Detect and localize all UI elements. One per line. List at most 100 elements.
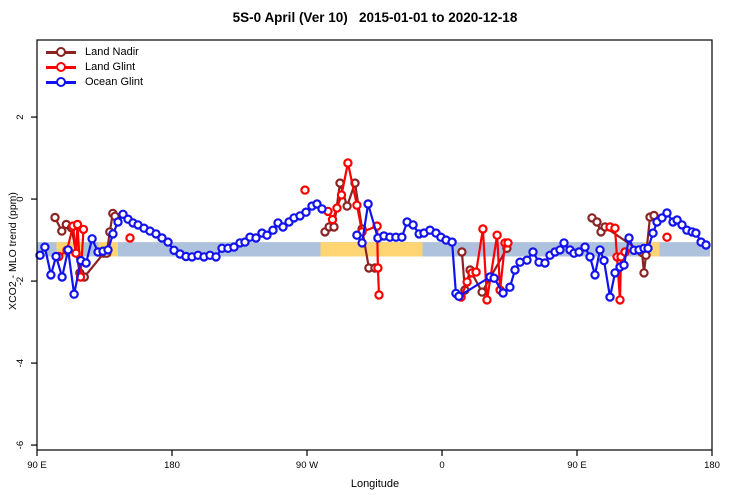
series-land-glint-point <box>336 190 347 200</box>
y-tick-label: -2 <box>15 277 26 285</box>
x-tick-label: 0 <box>439 460 444 471</box>
series-ocean-glint-point <box>357 238 367 248</box>
series-ocean-glint-point <box>87 234 97 244</box>
series-ocean-glint-point <box>69 289 79 299</box>
series-ocean-glint-point <box>268 225 278 235</box>
series-land-glint-line <box>460 227 508 301</box>
legend-item-land-nadir: Land Nadir <box>46 45 143 60</box>
series-land-nadir-point <box>50 212 60 223</box>
series-ocean-glint-point <box>51 251 61 262</box>
series-land-glint-point <box>78 224 89 235</box>
series-land-nadir-point <box>477 287 487 297</box>
series-ocean-glint-point <box>605 292 615 302</box>
series-ocean-glint-point <box>352 230 362 240</box>
series-ocean-glint-point <box>585 252 595 262</box>
legend-label: Land Nadir <box>85 46 139 58</box>
series-land-glint-point <box>662 232 672 242</box>
y-tick-label: -4 <box>15 359 26 367</box>
y-tick-label: 0 <box>15 196 26 201</box>
x-axis-title: Longitude <box>350 478 400 490</box>
series-ocean-glint-point <box>63 245 73 255</box>
plot-border <box>36 39 713 451</box>
series-land-glint-point <box>327 214 338 225</box>
legend-label: Land Glint <box>85 61 136 73</box>
series-land-nadir-point <box>329 222 339 232</box>
series-land-glint-point <box>503 238 513 248</box>
series-land-glint-point <box>72 219 83 230</box>
series-ocean-glint-point <box>559 238 569 248</box>
x-tick-label: 180 <box>704 460 720 471</box>
series-ocean-glint-point <box>595 245 605 255</box>
series-ocean-glint-point <box>157 233 167 243</box>
land-glint-line-marker-swatch <box>46 62 76 72</box>
series-ocean-glint-point <box>151 229 161 239</box>
series-ocean-glint-point <box>251 233 261 243</box>
series-land-glint-point <box>332 203 342 213</box>
series-land-glint-point <box>492 230 502 240</box>
reference-band-highlight <box>320 242 423 257</box>
series-ocean-glint-point <box>408 220 418 230</box>
y-tick-label: -6 <box>15 441 26 449</box>
series-land-glint-line <box>327 161 381 296</box>
series-ocean-glint-point <box>643 243 653 253</box>
ocean-glint-line-marker-swatch <box>46 77 76 87</box>
legend-label: Ocean Glint <box>85 76 144 88</box>
series-ocean-glint-point <box>580 242 590 252</box>
series-ocean-glint-point <box>163 237 173 247</box>
series-land-glint-point <box>71 248 81 258</box>
x-tick-label: 180 <box>164 460 180 471</box>
series-land-glint-point <box>471 267 481 277</box>
y-axis-title: XCO2 - MLO trend (ppm) <box>7 192 19 310</box>
series-land-glint-point <box>615 295 625 305</box>
series-land-glint-point <box>462 277 472 287</box>
series-ocean-glint-point <box>397 232 407 242</box>
land-nadir-line-marker-swatch <box>46 47 76 57</box>
series-ocean-glint-point <box>619 260 629 270</box>
legend: Land Nadir Land Glint Ocean Glint <box>46 45 143 90</box>
series-ocean-glint-point <box>447 237 457 247</box>
series-land-glint-point <box>610 223 620 233</box>
x-tick-label: 90 E <box>27 460 47 471</box>
series-ocean-glint-point <box>454 291 464 301</box>
series-ocean-glint-point <box>278 222 288 232</box>
series-land-glint-point <box>374 290 384 300</box>
series-ocean-glint-point <box>505 282 515 292</box>
series-land-nadir-point <box>639 268 649 278</box>
legend-item-ocean-glint: Ocean Glint <box>46 75 143 90</box>
series-land-glint-point <box>352 200 362 210</box>
x-tick-label: 90 E <box>567 460 587 471</box>
series-ocean-glint-point <box>701 240 711 250</box>
series-ocean-glint-point <box>40 242 50 252</box>
series-ocean-glint-point <box>317 204 327 214</box>
chart-title: 5S-0 April (Ver 10) 2015-01-01 to 2020-1… <box>232 10 518 25</box>
series-ocean-glint-point <box>262 230 272 240</box>
series-land-nadir-point <box>57 226 67 236</box>
series-ocean-glint-point <box>498 288 508 298</box>
series-ocean-glint-point <box>510 265 520 275</box>
y-tick-label: 2 <box>15 114 26 119</box>
legend-item-land-glint: Land Glint <box>46 60 143 75</box>
series-land-nadir-point <box>592 217 602 227</box>
series-land-glint-point <box>373 263 383 273</box>
series-ocean-glint-point <box>81 258 91 268</box>
series-land-glint-point <box>343 158 353 168</box>
series-ocean-glint-point <box>229 242 239 252</box>
series-ocean-glint-point <box>522 255 532 265</box>
series-land-nadir-point <box>457 247 467 257</box>
series-ocean-glint-point <box>662 208 672 218</box>
series-ocean-glint-point <box>113 217 123 227</box>
series-ocean-glint-point <box>211 252 221 262</box>
series-ocean-glint-point <box>648 228 658 238</box>
series-ocean-glint-point <box>624 233 634 243</box>
series-land-glint-point <box>482 295 492 305</box>
series-land-nadir-point <box>342 201 352 211</box>
series-ocean-glint-point <box>590 270 600 280</box>
series-ocean-glint-point <box>555 245 565 255</box>
series-ocean-glint-point <box>57 272 67 282</box>
series-land-glint-point <box>300 185 310 195</box>
series-ocean-glint-point <box>528 247 538 257</box>
series-land-glint-point <box>125 233 135 243</box>
series-ocean-glint-point <box>108 229 118 239</box>
